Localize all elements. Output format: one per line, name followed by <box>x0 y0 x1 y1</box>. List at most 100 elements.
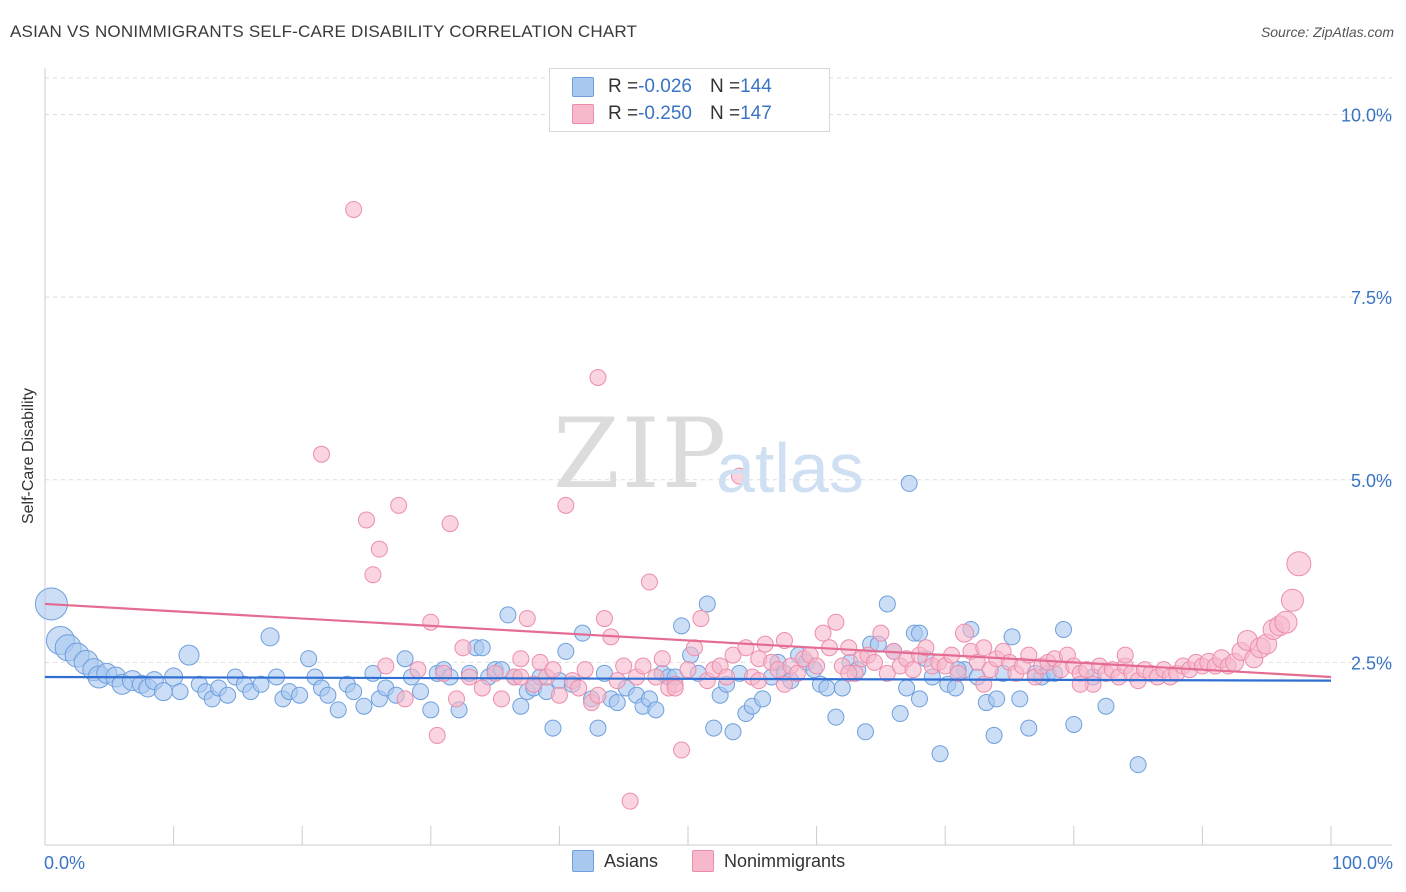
nonimmigrants-point <box>576 661 594 679</box>
nonimmigrants-point <box>1274 610 1298 634</box>
chart-title: ASIAN VS NONIMMIGRANTS SELF-CARE DISABIL… <box>10 22 638 41</box>
nonimmigrants-point <box>673 741 691 759</box>
nonimmigrants-point <box>550 686 568 704</box>
asians-point <box>856 723 874 741</box>
series-legend: Asians Nonimmigrants <box>572 850 879 872</box>
legend-n-label: N = <box>709 76 741 97</box>
nonimmigrants-point <box>1071 675 1089 693</box>
nonimmigrants-point <box>512 668 530 686</box>
legend-r-value: -0.250 <box>638 103 692 124</box>
asians-point <box>512 697 530 715</box>
nonimmigrants-point <box>968 653 986 671</box>
nonimmigrants-point <box>589 368 607 386</box>
legend-r-value: -0.026 <box>638 76 692 97</box>
asians-point <box>544 719 562 737</box>
nonimmigrants-point <box>525 675 543 693</box>
nonimmigrants-point <box>312 445 330 463</box>
watermark-atlas: atlas <box>716 429 864 507</box>
asians-point <box>345 683 363 701</box>
nonimmigrants-point <box>589 686 607 704</box>
asians-point <box>608 694 626 712</box>
asians-point <box>355 697 373 715</box>
nonimmigrants-point <box>775 631 793 649</box>
nonimmigrants-point <box>878 664 896 682</box>
nonimmigrants-point <box>570 679 588 697</box>
nonimmigrants-point <box>396 690 414 708</box>
asians-point <box>946 679 964 697</box>
nonimmigrants-point <box>441 515 459 533</box>
asians-point <box>1003 628 1021 646</box>
asians-trend-line <box>44 675 1332 682</box>
nonimmigrants-point <box>788 664 806 682</box>
y-tick-label: 2.5% <box>1351 653 1392 673</box>
nonimmigrants-point <box>454 639 472 657</box>
y-tick-label: 7.5% <box>1351 288 1392 308</box>
nonimmigrants-point <box>390 496 408 514</box>
nonimmigrants-point <box>422 613 440 631</box>
asians-point <box>1020 719 1038 737</box>
nonimmigrants-point <box>917 639 935 657</box>
nonimmigrants-point <box>840 639 858 657</box>
asians-point <box>171 683 189 701</box>
nonimmigrants-point <box>737 639 755 657</box>
nonimmigrants-point <box>975 639 993 657</box>
nonimmigrants-point <box>595 610 613 628</box>
nonimmigrants-point <box>615 657 633 675</box>
asians-point <box>647 701 665 719</box>
legend-swatch-asians <box>572 77 594 97</box>
asians-point <box>891 705 909 723</box>
legend-row-asians: R = -0.026 N = 144 <box>572 74 772 100</box>
nonimmigrants-point <box>1280 588 1304 612</box>
asians-point <box>1129 756 1147 774</box>
asians-point <box>1065 715 1083 733</box>
series-legend-asians[interactable]: Asians <box>572 850 658 872</box>
nonimmigrants-point <box>358 511 375 529</box>
nonimmigrants-point <box>750 672 768 690</box>
asians-point <box>900 474 918 492</box>
nonimmigrants-point <box>364 566 382 584</box>
asians-point <box>673 617 691 635</box>
nonimmigrants-point <box>647 668 665 686</box>
asians-point <box>557 642 575 660</box>
nonimmigrants-point <box>608 672 626 690</box>
watermark-zip: ZIP <box>553 398 729 510</box>
asians-point <box>898 679 916 697</box>
legend-n-label: N = <box>709 103 741 124</box>
y-tick-label: 5.0% <box>1351 471 1392 491</box>
nonimmigrants-point <box>409 661 427 679</box>
x-tick-label: 0.0% <box>44 853 85 873</box>
nonimmigrants-point <box>512 650 530 668</box>
legend-row-nonimmigrants: R = -0.250 N = 147 <box>572 101 772 127</box>
asians-point <box>833 679 851 697</box>
nonimmigrants-point <box>872 624 890 642</box>
asians-point <box>329 701 347 719</box>
series-swatch-asians <box>572 850 594 872</box>
series-legend-nonimmigrants[interactable]: Nonimmigrants <box>692 850 845 872</box>
nonimmigrants-point <box>949 664 967 682</box>
asians-point <box>931 745 949 763</box>
series-label-asians: Asians <box>604 850 659 871</box>
nonimmigrants-point <box>808 657 826 675</box>
nonimmigrants-point <box>640 573 658 591</box>
nonimmigrants-point <box>827 613 845 631</box>
legend-r-label: R = <box>608 76 639 97</box>
asians-point <box>910 690 928 708</box>
nonimmigrants-point <box>345 200 363 218</box>
nonimmigrants-point <box>775 675 793 693</box>
asians-point <box>1055 621 1073 639</box>
nonimmigrants-trend-line <box>44 602 1332 679</box>
nonimmigrants-point <box>718 668 736 686</box>
asians-point <box>595 664 613 682</box>
legend-n-value: 147 <box>740 103 772 124</box>
correlation-legend: R = -0.026 N = 144 R = -0.250 N = 147 <box>549 68 830 132</box>
nonimmigrants-point <box>653 650 671 668</box>
asians-point <box>698 595 716 613</box>
asians-point <box>589 719 607 737</box>
x-tick-label: 100.0% <box>1332 853 1393 873</box>
asians-point <box>878 595 896 613</box>
legend-r-label: R = <box>608 103 639 124</box>
asians-point <box>985 726 1003 744</box>
nonimmigrants-point <box>724 646 742 664</box>
nonimmigrants-point <box>544 661 562 679</box>
nonimmigrants-point <box>377 657 395 675</box>
